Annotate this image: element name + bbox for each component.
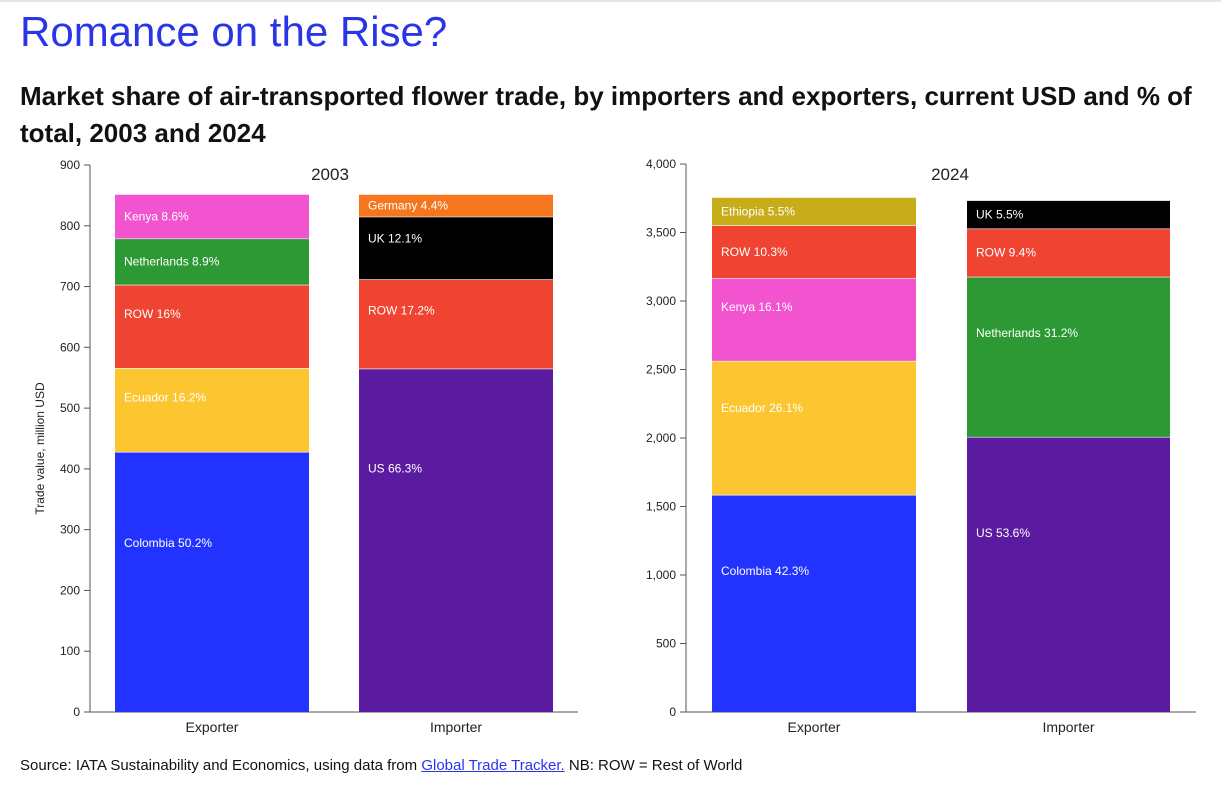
bar-label-2024-exporter-row: ROW 10.3% — [721, 245, 788, 259]
page-headline: Romance on the Rise? — [20, 8, 448, 55]
y-tick-label-2024-1000: 1,000 — [646, 568, 676, 582]
y-tick-label-2024-0: 0 — [669, 705, 676, 719]
x-tick-label-2024-exporter: Exporter — [788, 719, 841, 735]
bar-label-2024-importer-row: ROW 9.4% — [976, 246, 1036, 260]
bar-label-2003-importer-row: ROW 17.2% — [368, 304, 435, 318]
y-tick-label-2003-600: 600 — [60, 340, 80, 354]
y-tick-label-2003-200: 200 — [60, 583, 80, 597]
bar-segment-2003-importer-uk — [359, 216, 553, 280]
global-trade-tracker-link[interactable]: Global Trade Tracker. — [421, 757, 565, 774]
bar-label-2024-exporter-ecuador: Ecuador 26.1% — [721, 401, 803, 415]
bar-label-2003-exporter-kenya: Kenya 8.6% — [124, 209, 189, 223]
top-divider — [0, 0, 1221, 2]
y-tick-label-2003-100: 100 — [60, 644, 80, 658]
bar-label-2003-importer-germany: Germany 4.4% — [368, 198, 448, 212]
bar-segment-2024-exporter-row — [712, 225, 916, 279]
source-note: Source: IATA Sustainability and Economic… — [20, 757, 742, 774]
y-tick-label-2003-900: 900 — [60, 158, 80, 172]
y-tick-label-2024-2000: 2,000 — [646, 431, 676, 445]
bar-label-2024-exporter-kenya: Kenya 16.1% — [721, 300, 793, 314]
bar-segment-2003-exporter-ecuador — [115, 367, 309, 452]
bar-segment-2003-exporter-kenya — [115, 194, 309, 239]
y-tick-label-2024-3000: 3,000 — [646, 294, 676, 308]
panel-title-2024: 2024 — [931, 165, 969, 184]
bar-label-2003-importer-uk: UK 12.1% — [368, 232, 422, 246]
y-tick-label-2003-400: 400 — [60, 462, 80, 476]
bar-label-2003-importer-us: US 66.3% — [368, 462, 422, 476]
y-tick-label-2003-500: 500 — [60, 401, 80, 415]
bar-segment-2003-importer-germany — [359, 194, 553, 217]
y-tick-label-2024-4000: 4,000 — [646, 157, 676, 171]
source-prefix: Source: IATA Sustainability and Economic… — [20, 757, 422, 774]
bar-segment-2003-importer-us — [359, 368, 553, 712]
y-tick-label-2024-1500: 1,500 — [646, 500, 676, 514]
bar-segment-2024-importer-us — [967, 436, 1170, 712]
y-tick-label-2024-3500: 3,500 — [646, 226, 676, 240]
bar-segment-2024-importer-row — [967, 228, 1170, 277]
bar-segment-2024-importer-uk — [967, 200, 1170, 229]
bar-segment-2024-exporter-colombia — [712, 494, 916, 712]
bar-segment-2003-exporter-row — [115, 284, 309, 368]
source-suffix: NB: ROW = Rest of World — [564, 757, 743, 774]
panel-title-2003: 2003 — [311, 165, 349, 184]
bar-label-2003-exporter-netherlands: Netherlands 8.9% — [124, 255, 220, 269]
bar-segment-2024-exporter-ecuador — [712, 360, 916, 495]
bar-label-2003-exporter-row: ROW 16% — [124, 307, 181, 321]
x-tick-label-2003-importer: Importer — [430, 719, 482, 735]
bar-segment-2024-exporter-kenya — [712, 278, 916, 361]
chart-subtitle: Market share of air-transported flower t… — [20, 81, 1192, 148]
x-tick-label-2003-exporter: Exporter — [186, 719, 239, 735]
y-tick-label-2003-700: 700 — [60, 280, 80, 294]
charts-canvas: 0 100 200 300 400 500 600 700 800 900 2003 Trade va… — [33, 157, 1196, 735]
bar-label-2024-importer-netherlands: Netherlands 31.2% — [976, 326, 1078, 340]
bar-label-2024-exporter-ethiopia: Ethiopia 5.5% — [721, 204, 795, 218]
bar-segment-2003-exporter-netherlands — [115, 238, 309, 285]
x-tick-label-2024-importer: Importer — [1042, 719, 1094, 735]
bar-segment-2003-importer-row — [359, 279, 553, 369]
bar-label-2024-importer-us: US 53.6% — [976, 526, 1030, 540]
bar-segment-2024-exporter-ethiopia — [712, 197, 916, 226]
bar-label-2024-importer-uk: UK 5.5% — [976, 207, 1024, 221]
y-tick-label-2003-0: 0 — [73, 705, 80, 719]
y-axis-label: Trade value, million USD — [33, 382, 47, 515]
bar-label-2003-exporter-colombia: Colombia 50.2% — [124, 536, 212, 550]
y-tick-label-2003-800: 800 — [60, 219, 80, 233]
y-tick-label-2024-2500: 2,500 — [646, 363, 676, 377]
bar-label-2003-exporter-ecuador: Ecuador 16.2% — [124, 390, 206, 404]
bar-segment-2003-exporter-colombia — [115, 451, 309, 712]
y-tick-label-2024-500: 500 — [656, 637, 676, 651]
bar-segment-2024-importer-netherlands — [967, 276, 1170, 437]
bar-label-2024-exporter-colombia: Colombia 42.3% — [721, 564, 809, 578]
y-tick-label-2003-300: 300 — [60, 523, 80, 537]
